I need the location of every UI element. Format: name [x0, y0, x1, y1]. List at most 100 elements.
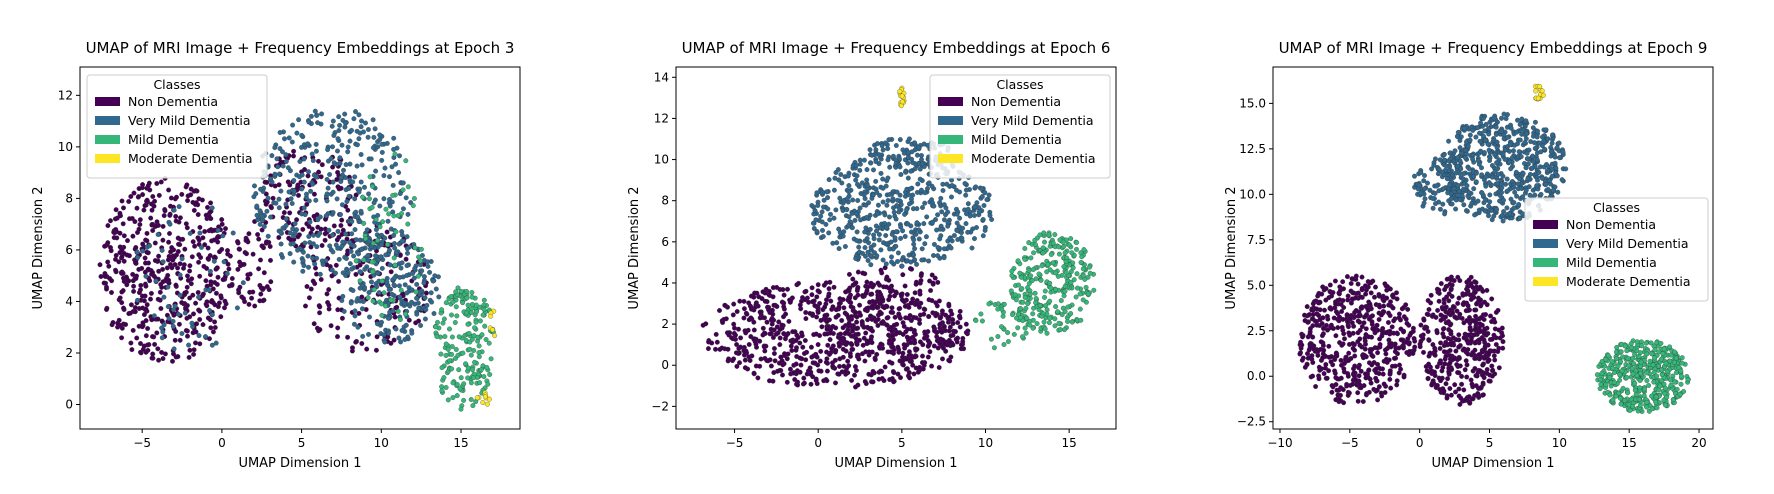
data-point — [145, 250, 150, 255]
data-point — [411, 203, 416, 208]
data-point — [1342, 337, 1347, 342]
data-point — [444, 385, 449, 390]
data-point — [1490, 374, 1495, 379]
data-point — [150, 334, 155, 339]
data-point — [277, 235, 282, 240]
data-point — [205, 205, 210, 210]
data-point — [1481, 381, 1486, 386]
data-point — [1044, 270, 1049, 275]
data-point — [1464, 358, 1469, 363]
data-point — [1395, 351, 1400, 356]
data-point — [1557, 155, 1562, 160]
data-point — [163, 352, 168, 357]
data-point — [1427, 338, 1432, 343]
data-point — [399, 266, 404, 271]
data-point — [1313, 384, 1318, 389]
data-point — [907, 137, 912, 142]
data-point — [459, 407, 464, 412]
data-point — [149, 291, 154, 296]
data-point — [204, 278, 209, 283]
data-point — [1053, 287, 1058, 292]
data-point — [149, 202, 154, 207]
data-point — [121, 206, 126, 211]
data-point — [487, 372, 492, 377]
data-point — [894, 217, 899, 222]
data-point — [1385, 284, 1390, 289]
data-point — [265, 209, 270, 214]
data-point — [876, 281, 881, 286]
data-point — [258, 258, 263, 263]
data-point — [172, 347, 177, 352]
data-point — [875, 212, 880, 217]
data-point — [1325, 314, 1330, 319]
data-point — [290, 226, 295, 231]
data-point — [1351, 341, 1356, 346]
data-point — [934, 228, 939, 233]
data-point — [176, 249, 181, 254]
data-point — [443, 334, 448, 339]
data-point — [359, 124, 364, 129]
data-point — [937, 200, 942, 205]
data-point — [715, 340, 720, 345]
data-point — [349, 249, 354, 254]
data-point — [736, 327, 741, 332]
data-point — [300, 187, 305, 192]
data-point — [347, 194, 352, 199]
data-point — [895, 204, 900, 209]
data-point — [761, 326, 766, 331]
data-point — [917, 145, 922, 150]
y-tick-label: 0 — [661, 358, 669, 372]
data-point — [1020, 286, 1025, 291]
data-point — [860, 319, 865, 324]
data-point — [1019, 275, 1024, 280]
data-point — [1042, 295, 1047, 300]
data-point — [1490, 368, 1495, 373]
data-point — [455, 393, 460, 398]
data-point — [456, 286, 461, 291]
data-point — [161, 238, 166, 243]
data-point — [846, 174, 851, 179]
data-point — [135, 255, 140, 260]
data-point — [401, 188, 406, 193]
data-point — [119, 271, 124, 276]
data-point — [1072, 277, 1077, 282]
data-point — [202, 229, 207, 234]
data-point — [1322, 371, 1327, 376]
data-point — [434, 325, 439, 330]
data-point — [1478, 368, 1483, 373]
data-point — [947, 329, 952, 334]
data-point — [383, 166, 388, 171]
data-point — [1063, 251, 1068, 256]
data-point — [1373, 376, 1378, 381]
data-point — [403, 283, 408, 288]
data-point — [837, 344, 842, 349]
data-point — [834, 170, 839, 175]
data-point — [478, 319, 483, 324]
data-point — [308, 220, 313, 225]
data-point — [332, 133, 337, 138]
data-point — [314, 149, 319, 154]
data-point — [1336, 393, 1341, 398]
data-point — [1477, 352, 1482, 357]
data-point — [763, 349, 768, 354]
data-point — [858, 206, 863, 211]
data-point — [919, 188, 924, 193]
data-point — [848, 354, 853, 359]
data-point — [909, 327, 914, 332]
data-point — [863, 350, 868, 355]
data-point — [844, 330, 849, 335]
data-point — [133, 305, 138, 310]
data-point — [348, 261, 353, 266]
data-point — [921, 367, 926, 372]
data-point — [353, 340, 358, 345]
data-point — [372, 287, 377, 292]
data-point — [863, 308, 868, 313]
data-point — [815, 295, 820, 300]
data-point — [922, 201, 927, 206]
data-point — [1437, 288, 1442, 293]
data-point — [1049, 286, 1054, 291]
data-point — [1065, 319, 1070, 324]
data-point — [266, 196, 271, 201]
data-point — [340, 244, 345, 249]
data-point — [197, 333, 202, 338]
